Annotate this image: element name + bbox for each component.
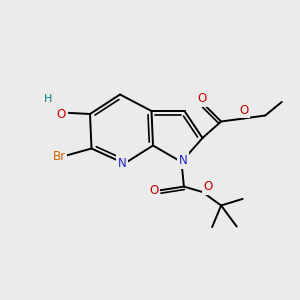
Text: O: O	[203, 180, 212, 193]
Text: O: O	[239, 103, 248, 117]
Text: O: O	[57, 107, 66, 121]
Text: O: O	[149, 184, 158, 197]
Text: O: O	[198, 92, 207, 106]
Text: H: H	[44, 94, 52, 104]
Text: Br: Br	[52, 150, 66, 163]
Text: N: N	[178, 154, 188, 167]
Text: N: N	[118, 157, 127, 170]
